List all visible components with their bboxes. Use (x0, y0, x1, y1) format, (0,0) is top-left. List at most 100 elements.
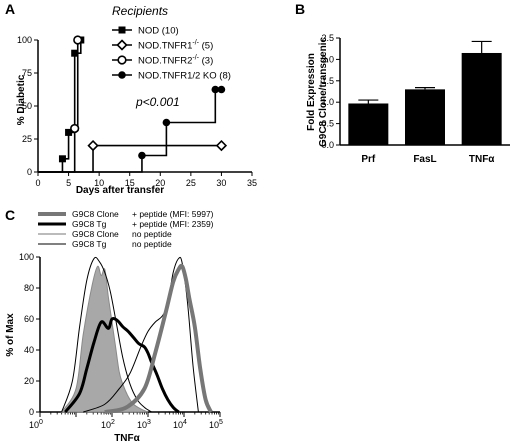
chart-a-legend-swatch-marker (118, 26, 126, 34)
chart-a-legend: Recipients NOD (10)NOD.TNFR1-/- (5)NOD.T… (112, 4, 231, 82)
chart-b-category-label: Prf (361, 154, 376, 165)
chart-a-series-line (38, 88, 222, 173)
chart-c-legend-name: G9C8 Tg (72, 239, 107, 249)
chart-a-legend-label-main: NOD (138, 26, 159, 37)
chart-a-xtick-label: 0 (35, 178, 40, 188)
chart-a-legend-label: NOD (10) (138, 26, 179, 37)
chart-b-bar (405, 89, 445, 145)
chart-a-xtick-label: 35 (247, 178, 257, 188)
chart-a-legend-title: Recipients (112, 4, 168, 18)
chart-a-ytick-label: 75 (22, 68, 32, 78)
chart-c-legend-entry-1: G9C8 Tg + peptide (MFI: 2359) (38, 219, 214, 229)
chart-c: G9C8 Clone + peptide (MFI: 5997) G9C8 Tg + … (5, 209, 223, 443)
chart-a-xtick-label: 15 (125, 178, 135, 188)
chart-a-legend-label-sup: -/- (192, 40, 199, 47)
chart-a-ytick-label: 0 (27, 167, 32, 177)
chart-b: Fold Expression G9C8 Clone/transgenic 0.… (306, 33, 510, 165)
chart-b-ytick-label: 2.0 (321, 54, 334, 64)
chart-c-xtick-exponent: 5 (219, 419, 223, 426)
chart-c-ytick-label: 20 (24, 376, 34, 386)
chart-c-legend-condition: + peptide (MFI: 5997) (132, 209, 214, 219)
chart-c-xtick-exponent: 3 (147, 419, 151, 426)
chart-a-series-line (38, 40, 79, 173)
chart-c-xtick-base: 10 (137, 420, 147, 430)
chart-a-legend-label-count: (8) (217, 71, 231, 82)
chart-c-ytick-label: 0 (29, 407, 34, 417)
chart-c-ytick-label: 60 (24, 314, 34, 324)
chart-a-point (162, 118, 171, 127)
chart-c-legend-name: G9C8 Tg (72, 219, 107, 229)
chart-a-xtick-label: 20 (155, 178, 165, 188)
chart-a-ytick-label: 50 (22, 101, 32, 111)
chart-a-series-1 (38, 139, 228, 173)
chart-c-xtick-base: 10 (29, 420, 39, 430)
chart-c-legend-condition: + peptide (MFI: 2359) (132, 219, 214, 229)
chart-a-legend-label-main: NOD.TNFR1/2 KO (138, 71, 217, 82)
chart-a-legend-label-count: (5) (199, 41, 213, 52)
chart-c-ytick-label: 80 (24, 283, 34, 293)
chart-c-curve-4 (104, 263, 213, 414)
chart-c-xtick-label: 105 (209, 419, 223, 430)
chart-a-ylabel: % Diabetic (16, 74, 27, 125)
chart-c-xtick-label: 103 (137, 419, 151, 430)
chart-a-xtick-label: 5 (66, 178, 71, 188)
chart-a-legend-swatch-marker (116, 39, 128, 51)
chart-a-point (71, 49, 79, 57)
chart-a-legend-label: NOD.TNFR1-/- (5) (138, 40, 213, 52)
chart-b-ylabel-line1: Fold Expression (306, 53, 317, 131)
chart-b-bar (348, 103, 389, 145)
panel-letter-a: A (5, 1, 15, 17)
chart-a-point (217, 85, 226, 94)
chart-c-xtick-base: 10 (101, 420, 111, 430)
chart-a-point (58, 155, 66, 163)
chart-a-legend-label-main: NOD.TNFR2 (138, 56, 192, 67)
chart-c-xtick-base: 10 (209, 420, 219, 430)
panel-letter-b: B (295, 1, 305, 17)
chart-a-legend-label-count: (10) (159, 26, 179, 37)
chart-a-legend-label: NOD.TNFR1/2 KO (8) (138, 71, 231, 82)
chart-a-legend-entry-1: NOD.TNFR1-/- (5) (112, 39, 213, 52)
chart-c-xtick-label: 100 (29, 419, 43, 430)
chart-c-xtick-base: 10 (173, 420, 183, 430)
chart-a-legend-label-sup: -/- (192, 55, 199, 62)
chart-b-ytick-label: 2.5 (321, 33, 334, 43)
chart-c-ylabel: % of Max (5, 313, 16, 357)
chart-a-ytick-label: 25 (22, 134, 32, 144)
chart-c-xlabel: TNFα (114, 433, 140, 443)
chart-a-legend-label-count: (3) (199, 56, 213, 67)
chart-a-legend-entry-3: NOD.TNFR1/2 KO (8) (112, 71, 231, 82)
chart-a: % Diabetic Days after transfer 025507510… (16, 4, 257, 196)
chart-b-ylabel-line2: G9C8 Clone/transgenic (318, 37, 329, 147)
chart-b-category-label: TNFα (469, 154, 495, 165)
chart-c-legend-entry-3: G9C8 Tg no peptide (38, 239, 172, 249)
chart-b-ytick-label: 1.0 (321, 97, 334, 107)
chart-c-xtick-label: 104 (173, 419, 187, 430)
chart-a-legend-entry-2: NOD.TNFR2-/- (3) (112, 55, 213, 67)
chart-b-bar (461, 52, 502, 146)
chart-a-legend-swatch-marker (118, 71, 126, 79)
chart-c-legend-entry-2: G9C8 Clone no peptide (38, 229, 172, 239)
chart-a-point (65, 128, 73, 136)
chart-c-xtick-label: 102 (101, 419, 115, 430)
chart-a-point (215, 139, 228, 152)
chart-a-point (211, 85, 220, 94)
chart-c-ytick-label: 40 (24, 345, 34, 355)
chart-a-ytick-label: 100 (17, 35, 32, 45)
chart-b-category-label: FasL (413, 154, 436, 165)
chart-b-ytick-label: 0.0 (321, 140, 334, 150)
chart-c-legend: G9C8 Clone + peptide (MFI: 5997) G9C8 Tg + … (38, 209, 214, 249)
chart-a-series-3 (38, 85, 226, 173)
chart-c-ytick-label: 100 (19, 252, 34, 262)
chart-c-curve-2 (64, 317, 180, 414)
chart-a-legend-entry-0: NOD (10) (112, 26, 179, 37)
chart-a-xlabel: Days after transfer (76, 185, 164, 196)
chart-c-xtick-exponent: 0 (39, 419, 43, 426)
chart-a-xtick-label: 25 (186, 178, 196, 188)
chart-c-legend-entry-0: G9C8 Clone + peptide (MFI: 5997) (38, 209, 214, 219)
chart-a-annotation: p<0.001 (135, 95, 180, 109)
chart-a-xtick-label: 10 (94, 178, 104, 188)
chart-a-legend-label-main: NOD.TNFR1 (138, 41, 192, 52)
chart-a-xtick-label: 30 (216, 178, 226, 188)
chart-a-point (73, 35, 83, 45)
